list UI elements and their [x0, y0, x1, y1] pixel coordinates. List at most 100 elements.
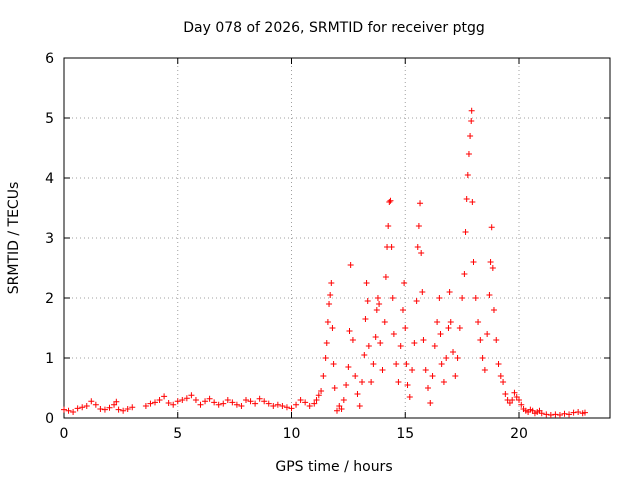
data-point	[382, 274, 389, 280]
data-point	[511, 389, 518, 396]
data-point	[447, 319, 454, 325]
data-point	[422, 367, 429, 373]
data-point	[372, 334, 379, 340]
data-point	[493, 337, 500, 343]
data-point	[479, 355, 486, 361]
data-point	[323, 340, 330, 346]
data-point	[340, 397, 347, 403]
data-point	[318, 388, 325, 394]
data-point	[359, 379, 366, 385]
grid	[64, 58, 610, 418]
data-point	[465, 151, 472, 157]
data-point	[215, 401, 222, 408]
data-point	[356, 403, 363, 409]
data-point	[224, 397, 231, 403]
data-point	[256, 395, 263, 402]
data-point	[415, 223, 422, 229]
data-point	[417, 200, 424, 207]
data-point	[211, 399, 218, 406]
data-point	[238, 403, 245, 409]
data-point	[179, 397, 186, 403]
data-point	[347, 262, 354, 268]
data-point	[220, 400, 227, 407]
data-point	[445, 325, 452, 331]
data-point	[425, 385, 431, 391]
data-point	[486, 292, 493, 298]
data-point	[489, 265, 496, 271]
data-point	[363, 280, 370, 286]
data-point	[147, 400, 154, 407]
data-point	[446, 289, 453, 295]
data-point	[320, 373, 327, 379]
x-tick-label: 10	[283, 426, 301, 442]
data-point	[343, 382, 350, 388]
data-point	[414, 244, 421, 250]
data-point	[418, 250, 425, 256]
data-point	[490, 307, 497, 313]
data-point	[322, 355, 329, 361]
data-point	[395, 379, 402, 385]
data-point	[411, 340, 418, 346]
data-point	[481, 367, 488, 373]
data-point	[97, 406, 104, 412]
data-point	[349, 337, 356, 343]
data-point	[487, 259, 494, 265]
data-point	[362, 316, 369, 322]
data-point	[516, 397, 522, 403]
data-point	[156, 397, 163, 403]
data-point	[469, 199, 476, 205]
data-point	[401, 280, 408, 286]
data-point	[265, 400, 272, 407]
data-point	[270, 403, 277, 409]
y-tick-label: 6	[45, 51, 54, 67]
data-point	[543, 411, 550, 418]
data-point	[575, 409, 582, 415]
data-point	[170, 401, 177, 408]
data-point	[397, 343, 404, 349]
data-point	[334, 407, 340, 414]
data-point	[434, 319, 441, 325]
data-point	[92, 401, 99, 408]
data-point	[475, 319, 482, 325]
data-point	[452, 373, 459, 379]
data-point	[374, 295, 381, 301]
data-point	[183, 395, 190, 402]
data-point	[313, 397, 320, 403]
data-point	[83, 403, 90, 409]
y-tick-label: 4	[45, 171, 54, 187]
data-point	[402, 325, 409, 331]
data-point	[365, 343, 372, 349]
data-point	[467, 133, 474, 139]
data-point	[174, 398, 181, 405]
data-point	[468, 118, 475, 124]
x-tick-label: 5	[173, 426, 182, 442]
data-point	[74, 405, 81, 412]
data-point	[386, 199, 393, 205]
data-point	[497, 373, 504, 379]
data-point	[387, 197, 394, 204]
data-point	[70, 409, 77, 415]
data-point	[373, 307, 380, 313]
data-point	[413, 298, 420, 304]
data-point	[324, 319, 331, 325]
x-tick-label: 15	[396, 426, 414, 442]
y-tick-label: 5	[45, 111, 54, 127]
data-point	[261, 398, 268, 405]
chart-title: Day 078 of 2026, SRMTID for receiver ptg…	[183, 20, 485, 36]
data-point	[488, 224, 495, 231]
data-point	[288, 405, 295, 412]
data-point	[327, 292, 334, 298]
data-point	[120, 407, 127, 414]
data-point	[388, 244, 395, 250]
data-point	[406, 394, 413, 400]
x-tick-label: 20	[510, 426, 528, 442]
data-point	[437, 331, 444, 337]
data-point	[188, 392, 195, 399]
data-point	[440, 379, 447, 385]
x-tick-label: 0	[60, 426, 69, 442]
data-point	[202, 398, 209, 405]
data-point	[456, 325, 463, 331]
data-point	[468, 107, 475, 114]
data-point	[328, 280, 335, 286]
data-point	[206, 395, 213, 402]
